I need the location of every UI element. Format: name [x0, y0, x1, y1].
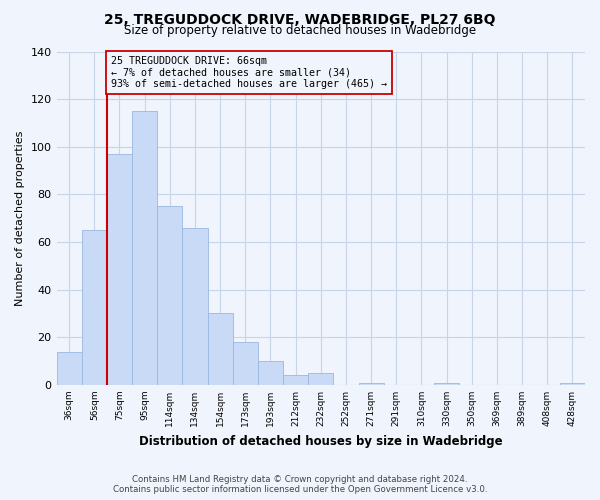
Text: 25 TREGUDDOCK DRIVE: 66sqm
← 7% of detached houses are smaller (34)
93% of semi-: 25 TREGUDDOCK DRIVE: 66sqm ← 7% of detac… [110, 56, 386, 90]
Bar [107, 154, 132, 385]
Bar [132, 111, 157, 385]
Bar [359, 382, 383, 385]
Bar [157, 206, 182, 385]
Bar [283, 376, 308, 385]
Text: Size of property relative to detached houses in Wadebridge: Size of property relative to detached ho… [124, 24, 476, 37]
Text: 25, TREGUDDOCK DRIVE, WADEBRIDGE, PL27 6BQ: 25, TREGUDDOCK DRIVE, WADEBRIDGE, PL27 6… [104, 12, 496, 26]
Bar [233, 342, 258, 385]
Bar [560, 382, 585, 385]
Y-axis label: Number of detached properties: Number of detached properties [15, 130, 25, 306]
Text: Contains HM Land Registry data © Crown copyright and database right 2024.
Contai: Contains HM Land Registry data © Crown c… [113, 474, 487, 494]
Bar [56, 352, 82, 385]
Bar [258, 361, 283, 385]
Bar [182, 228, 208, 385]
Bar [308, 373, 334, 385]
Bar [82, 230, 107, 385]
Bar [208, 314, 233, 385]
Bar [434, 382, 459, 385]
X-axis label: Distribution of detached houses by size in Wadebridge: Distribution of detached houses by size … [139, 434, 503, 448]
